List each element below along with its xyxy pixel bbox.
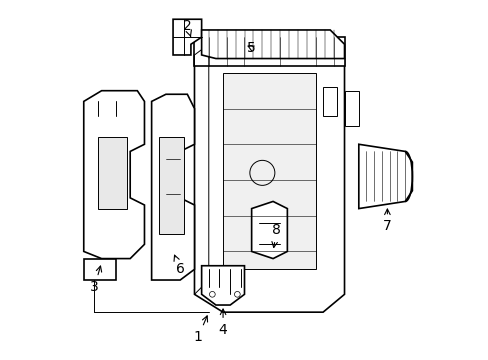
Polygon shape xyxy=(83,258,116,280)
Text: 4: 4 xyxy=(218,309,227,337)
Polygon shape xyxy=(159,137,183,234)
Text: 7: 7 xyxy=(382,209,391,233)
Polygon shape xyxy=(173,19,201,55)
Circle shape xyxy=(234,292,240,297)
Polygon shape xyxy=(98,137,126,208)
Circle shape xyxy=(209,292,215,297)
Polygon shape xyxy=(194,37,344,66)
Text: 1: 1 xyxy=(193,316,207,344)
Polygon shape xyxy=(344,91,358,126)
Text: 2: 2 xyxy=(183,19,191,36)
Text: 5: 5 xyxy=(247,41,256,55)
Polygon shape xyxy=(251,202,287,258)
Polygon shape xyxy=(201,266,244,305)
Polygon shape xyxy=(194,37,344,312)
Text: 8: 8 xyxy=(271,223,281,247)
Polygon shape xyxy=(83,91,144,258)
Text: 6: 6 xyxy=(174,255,184,276)
Polygon shape xyxy=(323,87,337,116)
Polygon shape xyxy=(358,144,411,208)
Polygon shape xyxy=(151,94,194,280)
Polygon shape xyxy=(201,30,344,59)
Polygon shape xyxy=(223,73,315,269)
Text: 3: 3 xyxy=(90,266,102,294)
